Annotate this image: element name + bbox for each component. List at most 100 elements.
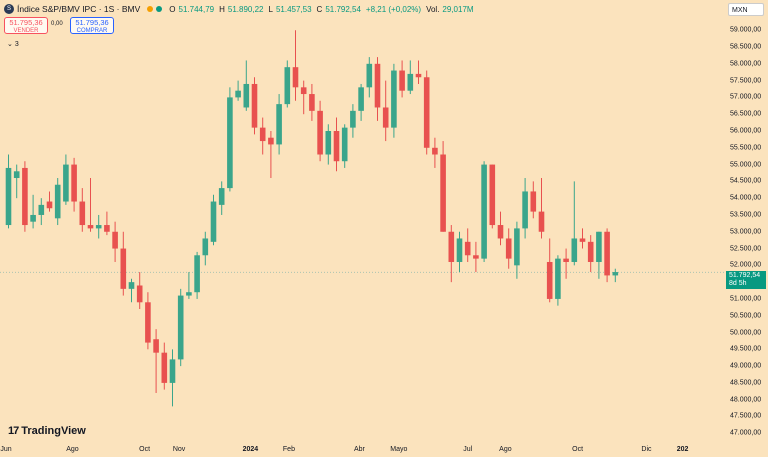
candle (464, 228, 471, 262)
candle (423, 70, 430, 155)
indicators-toggle[interactable]: ⌄ 3 (7, 40, 19, 48)
candle-body (120, 248, 127, 289)
candle-body (489, 164, 496, 226)
candle (177, 288, 184, 367)
candle-body (54, 184, 61, 219)
candle-body (341, 127, 348, 162)
candle (292, 30, 299, 101)
price-tick-label: 58.500,00 (730, 43, 762, 51)
candle (530, 181, 537, 219)
candle (456, 231, 463, 273)
candle-body (350, 110, 356, 128)
candle (382, 80, 389, 142)
buy-label: COMPRAR (76, 28, 108, 34)
candle-body (71, 164, 77, 202)
candle (563, 248, 569, 279)
candle (54, 178, 61, 226)
candle-body (596, 231, 602, 262)
candle (284, 60, 291, 108)
time-tick-label: Dic (641, 446, 652, 453)
sell-label: VENDER (13, 28, 39, 34)
candle (268, 130, 274, 179)
candle (38, 198, 45, 226)
candle-body (604, 231, 610, 276)
candle-body (333, 130, 340, 162)
candle-body (227, 97, 233, 189)
time-tick-label: Feb (282, 446, 295, 453)
candlestick-chart[interactable] (0, 0, 725, 440)
candle-body (473, 255, 479, 259)
currency-select[interactable]: MXN (728, 3, 764, 16)
candle (546, 238, 553, 303)
price-tick-label: 59.000,00 (730, 26, 762, 34)
candle-body (153, 339, 159, 353)
candle-body (276, 104, 282, 145)
candle-body (423, 77, 430, 148)
candle (153, 329, 159, 393)
candle-body (268, 137, 274, 145)
candle (538, 178, 545, 239)
candle-body (210, 201, 217, 242)
price-tick-label: 54.500,00 (730, 177, 762, 185)
candle-body (169, 359, 176, 383)
price-tick-label: 52.000,00 (730, 261, 762, 269)
candle-body (456, 238, 463, 262)
candle (71, 157, 77, 212)
price-tick-label: 54.000,00 (730, 194, 762, 202)
candle (63, 154, 69, 205)
candle-body (505, 238, 512, 259)
candle-body (300, 87, 307, 95)
candle-body (95, 225, 102, 229)
price-tick-label: 48.000,00 (730, 396, 762, 404)
high-key: H (219, 4, 225, 14)
candle-body (259, 127, 266, 142)
candle-body (202, 238, 209, 256)
candle-body (522, 191, 528, 229)
candle-body (218, 188, 225, 205)
buy-button[interactable]: 51.795,36 COMPRAR (70, 17, 114, 34)
candle (235, 80, 241, 101)
candle (194, 251, 200, 299)
candle (169, 349, 176, 407)
candle (415, 60, 422, 84)
price-tick-label: 51.000,00 (730, 295, 762, 303)
time-tick-label: Mayo (390, 446, 408, 453)
candle-body (571, 238, 578, 262)
candle (95, 214, 102, 239)
candle-body (497, 225, 504, 239)
candle (579, 228, 586, 249)
low-key: L (268, 4, 273, 14)
volume-key: Vol. (426, 4, 440, 14)
candle (497, 211, 504, 246)
candle-body (194, 255, 200, 293)
tradingview-logo-text: TradingView (21, 425, 86, 437)
volume-value: 29,017M (442, 4, 474, 14)
candle (505, 228, 512, 269)
candle-body (5, 167, 12, 226)
symbol-title[interactable]: Índice S&P/BMV IPC · 1S · BMV (17, 4, 141, 14)
candle (489, 164, 496, 229)
candle-body (407, 73, 414, 91)
candle (399, 60, 405, 98)
candle-body (87, 225, 94, 229)
price-tick-label: 53.000,00 (730, 228, 762, 236)
candle (161, 342, 168, 390)
candle (366, 57, 373, 98)
buy-price: 51.795,36 (75, 18, 109, 27)
price-tick-label: 49.500,00 (730, 345, 762, 353)
candle (341, 124, 348, 168)
candle (276, 94, 282, 155)
candle (448, 225, 455, 283)
price-tick-label: 57.000,00 (730, 93, 762, 101)
change-value: +8,21 (+0,02%) (365, 4, 422, 14)
price-tick-label: 58.000,00 (730, 60, 762, 68)
candle-body (587, 241, 594, 262)
candle (210, 194, 217, 246)
market-status-icon (147, 6, 154, 12)
sell-price: 51.795,36 (9, 18, 43, 27)
chart-plot-area[interactable] (0, 0, 725, 440)
sell-button[interactable]: 51.795,36 VENDER (4, 17, 48, 34)
candle (481, 161, 487, 262)
tradingview-logo[interactable]: 17 TradingView (8, 425, 86, 437)
candle (309, 83, 315, 121)
